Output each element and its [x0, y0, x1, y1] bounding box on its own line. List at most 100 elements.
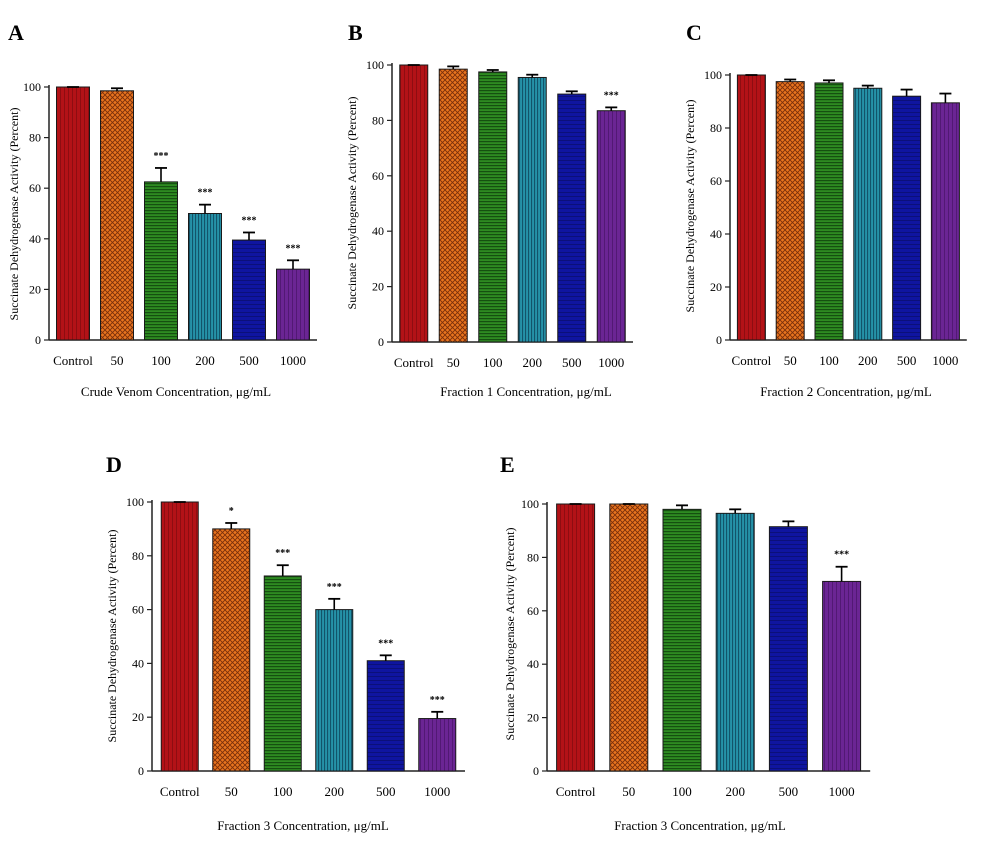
- y-tick-label: 80: [372, 113, 384, 127]
- significance-label: ***: [286, 243, 301, 254]
- bar-control: [160, 501, 199, 772]
- x-tick-label: 100: [151, 353, 171, 368]
- significance-label: ***: [154, 151, 169, 162]
- y-tick-label: 60: [527, 604, 539, 618]
- significance-label: *: [229, 506, 234, 517]
- y-tick-label: 100: [23, 80, 41, 94]
- bar-500: [366, 660, 405, 772]
- bar-control: [736, 74, 766, 341]
- panel-c-xlabel: Fraction 2 Concentration, μg/mL: [760, 384, 932, 399]
- y-tick-label: 0: [138, 764, 144, 778]
- y-tick-label: 60: [372, 169, 384, 183]
- bar-200: [188, 213, 222, 341]
- bar-1000: [822, 580, 862, 772]
- significance-label: ***: [430, 695, 445, 706]
- x-tick-label: 50: [447, 355, 460, 370]
- bar-1000: [276, 268, 310, 341]
- x-tick-label: Control: [732, 353, 772, 368]
- y-tick-label: 20: [29, 282, 41, 296]
- x-tick-label: 1000: [280, 353, 306, 368]
- x-tick-label: 500: [897, 353, 917, 368]
- x-tick-label: 50: [622, 784, 635, 799]
- panel-a-plot: 0 20 40 60 80 100 Control 50 *** 100 *** 200 *** 500 *…: [23, 80, 317, 368]
- panel-e-xlabel: Fraction 3 Concentration, μg/mL: [614, 818, 786, 833]
- x-tick-label: 100: [483, 355, 503, 370]
- x-tick-label: Control: [53, 353, 93, 368]
- x-tick-label: 50: [225, 784, 238, 799]
- y-tick-label: 80: [29, 131, 41, 145]
- x-tick-label: 1000: [424, 784, 450, 799]
- bar-100: [478, 71, 508, 343]
- y-tick-label: 0: [716, 333, 722, 347]
- bar-100: [144, 181, 178, 341]
- x-tick-label: 50: [784, 353, 797, 368]
- x-tick-label: 200: [325, 784, 345, 799]
- significance-label: ***: [834, 550, 849, 561]
- x-tick-label: 100: [819, 353, 839, 368]
- x-tick-label: 100: [273, 784, 293, 799]
- y-tick-label: 60: [132, 603, 144, 617]
- bar-100: [662, 508, 702, 772]
- panel-b: B Succinate Dehydrogenase Activity (Perc…: [345, 20, 633, 399]
- bar-50: [438, 68, 468, 343]
- bar-100: [263, 575, 302, 772]
- x-tick-label: Control: [160, 784, 200, 799]
- bar-control: [399, 64, 429, 343]
- y-tick-label: 40: [710, 227, 722, 241]
- x-tick-label: 500: [562, 355, 582, 370]
- bar-200: [315, 609, 354, 772]
- y-tick-label: 80: [527, 550, 539, 564]
- significance-label: ***: [242, 215, 257, 226]
- bar-50: [100, 90, 134, 341]
- bar-500: [892, 95, 922, 341]
- x-tick-label: 500: [239, 353, 259, 368]
- x-tick-label: 50: [111, 353, 124, 368]
- bar-500: [557, 93, 587, 343]
- bar-50: [609, 503, 649, 772]
- x-tick-label: 1000: [829, 784, 855, 799]
- panel-c: C Succinate Dehydrogenase Activity (Perc…: [683, 20, 967, 399]
- x-tick-label: 200: [195, 353, 215, 368]
- y-tick-label: 60: [29, 181, 41, 195]
- y-tick-label: 100: [366, 58, 384, 72]
- x-tick-label: 1000: [598, 355, 624, 370]
- y-tick-label: 20: [132, 710, 144, 724]
- panel-e-ylabel: Succinate Dehydrogenase Activity (Percen…: [503, 528, 517, 741]
- bar-100: [814, 82, 844, 341]
- y-tick-label: 100: [126, 495, 144, 509]
- bar-500: [232, 239, 266, 341]
- significance-label: ***: [327, 582, 342, 593]
- bar-control: [56, 86, 90, 341]
- significance-label: ***: [275, 548, 290, 559]
- panel-a-xlabel: Crude Venom Concentration, μg/mL: [81, 384, 271, 399]
- x-tick-label: 500: [779, 784, 799, 799]
- bar-200: [517, 76, 547, 343]
- x-tick-label: 100: [672, 784, 692, 799]
- panel-a-letter: A: [8, 20, 24, 45]
- y-tick-label: 20: [710, 280, 722, 294]
- y-tick-label: 40: [29, 232, 41, 246]
- panel-e-letter: E: [500, 452, 515, 477]
- y-tick-label: 80: [132, 549, 144, 563]
- x-tick-label: 500: [376, 784, 396, 799]
- panel-d-xlabel: Fraction 3 Concentration, μg/mL: [217, 818, 389, 833]
- panel-e: E Succinate Dehydrogenase Activity (Perc…: [500, 452, 871, 833]
- x-tick-label: 200: [725, 784, 745, 799]
- significance-label: ***: [198, 188, 213, 199]
- y-tick-label: 20: [372, 280, 384, 294]
- panel-c-plot: 0 20 40 60 80 100 Control 50 100 200 500 1000: [704, 68, 967, 368]
- bar-200: [853, 87, 883, 341]
- bar-1000: [930, 102, 960, 341]
- significance-label: ***: [604, 90, 619, 101]
- x-tick-label: Control: [394, 355, 434, 370]
- panel-c-ylabel: Succinate Dehydrogenase Activity (Percen…: [683, 100, 697, 313]
- bar-50: [775, 81, 805, 341]
- y-tick-label: 0: [533, 764, 539, 778]
- bar-500: [768, 526, 808, 772]
- bar-50: [212, 528, 251, 772]
- x-tick-label: 1000: [932, 353, 958, 368]
- panel-d: D Succinate Dehydrogenase Activity (Perc…: [105, 452, 465, 833]
- panel-e-plot: 0 20 40 60 80 100 Control 50 100 200 500 *** 1000: [521, 497, 871, 799]
- panel-b-ylabel: Succinate Dehydrogenase Activity (Percen…: [345, 97, 359, 310]
